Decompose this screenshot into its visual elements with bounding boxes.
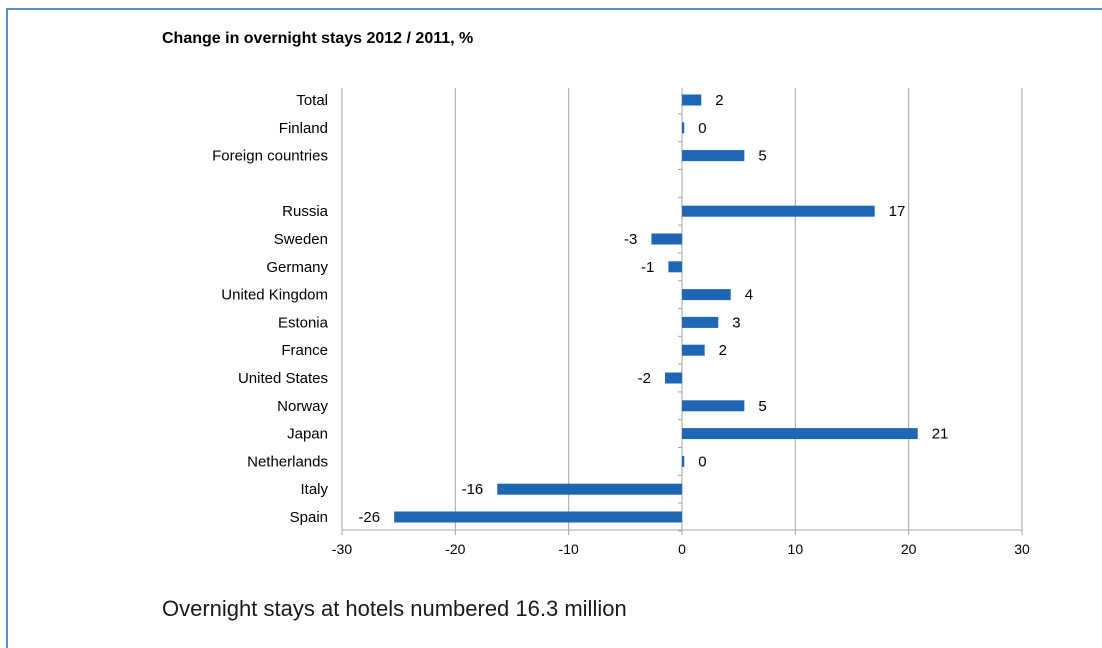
category-label: Spain [290, 509, 328, 526]
bar [668, 261, 682, 273]
category-label: United Kingdom [221, 287, 328, 304]
x-tick-label: 10 [788, 541, 804, 557]
category-label: Netherlands [247, 453, 328, 470]
x-tick-label: 0 [678, 541, 686, 557]
data-label: 17 [889, 203, 906, 220]
x-tick-label: -10 [559, 541, 579, 557]
bar [682, 289, 731, 301]
category-label: Sweden [274, 231, 328, 248]
category-label: Finland [279, 120, 328, 137]
data-label: 4 [745, 287, 753, 304]
bar [682, 428, 918, 440]
bar [682, 316, 719, 328]
data-label: 0 [698, 453, 706, 470]
category-label: Germany [266, 259, 328, 276]
bar [682, 205, 875, 217]
data-label: 5 [758, 148, 766, 165]
figure-frame [6, 8, 1102, 648]
data-label: -3 [624, 231, 637, 248]
bar [394, 511, 682, 523]
data-label: 5 [758, 398, 766, 415]
x-tick-label: 30 [1014, 541, 1030, 557]
x-tick-label: -20 [445, 541, 465, 557]
category-label: Russia [282, 203, 329, 220]
category-label: Total [296, 92, 328, 109]
category-label: Norway [277, 398, 328, 415]
section-subheading: Overnight stays at hotels numbered 16.3 … [162, 596, 627, 621]
data-label: -2 [638, 370, 651, 387]
bar [665, 372, 682, 384]
data-label: 0 [698, 120, 706, 137]
data-label: 2 [719, 342, 727, 359]
bar [682, 122, 685, 134]
bar [497, 483, 682, 495]
bar [682, 400, 745, 412]
bar [651, 233, 682, 245]
data-label: 2 [715, 92, 723, 109]
x-tick-label: 20 [901, 541, 917, 557]
bar [682, 94, 702, 106]
category-label: Japan [287, 426, 328, 443]
bar [682, 150, 745, 162]
x-tick-label: -30 [332, 541, 352, 557]
data-label: 3 [732, 314, 740, 331]
category-label: Foreign countries [212, 148, 328, 165]
bar [682, 344, 705, 356]
data-label: -26 [358, 509, 380, 526]
category-label: United States [238, 370, 328, 387]
data-label: -16 [462, 481, 484, 498]
bar [682, 455, 685, 467]
category-label: Estonia [278, 314, 329, 331]
category-label: Italy [300, 481, 328, 498]
data-label: 21 [932, 426, 949, 443]
data-label: -1 [641, 259, 654, 276]
category-label: France [281, 342, 328, 359]
chart-title: Change in overnight stays 2012 / 2011, % [162, 30, 474, 47]
